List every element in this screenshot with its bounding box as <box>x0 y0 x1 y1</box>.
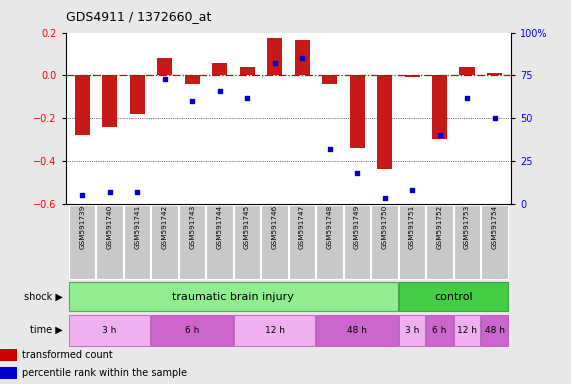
Bar <box>212 63 227 75</box>
Bar <box>69 315 150 346</box>
Bar <box>96 205 123 279</box>
Text: 48 h: 48 h <box>347 326 367 335</box>
Text: 6 h: 6 h <box>432 326 447 335</box>
Text: GSM591752: GSM591752 <box>437 205 443 249</box>
Bar <box>481 205 508 279</box>
Text: GSM591740: GSM591740 <box>107 205 112 249</box>
Bar <box>316 205 343 279</box>
Text: shock ▶: shock ▶ <box>24 291 63 302</box>
Bar <box>377 75 392 169</box>
Text: GSM591748: GSM591748 <box>327 205 332 249</box>
Point <box>380 195 389 202</box>
Bar <box>399 315 425 346</box>
Bar <box>454 315 480 346</box>
Text: percentile rank within the sample: percentile rank within the sample <box>22 368 187 378</box>
Bar <box>267 38 282 75</box>
Bar <box>184 75 200 84</box>
Bar <box>460 67 475 75</box>
Point <box>132 189 142 195</box>
Bar <box>432 75 447 139</box>
Bar <box>349 75 365 148</box>
Bar <box>316 315 398 346</box>
Bar <box>454 205 480 279</box>
Point <box>105 189 114 195</box>
Text: transformed count: transformed count <box>22 350 112 360</box>
Text: 12 h: 12 h <box>457 326 477 335</box>
Point <box>325 146 334 152</box>
Bar <box>427 315 453 346</box>
Bar <box>69 282 398 311</box>
Text: 48 h: 48 h <box>485 326 505 335</box>
Point <box>490 115 499 121</box>
Bar <box>207 205 233 279</box>
Text: control: control <box>434 291 473 302</box>
Bar <box>234 205 260 279</box>
Bar <box>371 205 398 279</box>
Point <box>352 170 361 176</box>
Bar <box>344 205 370 279</box>
Bar <box>69 205 95 279</box>
Bar <box>399 205 425 279</box>
Text: GSM591742: GSM591742 <box>162 205 168 249</box>
Bar <box>151 205 178 279</box>
Point <box>435 132 444 138</box>
Point <box>270 60 279 66</box>
Bar <box>295 40 309 75</box>
Text: 3 h: 3 h <box>102 326 117 335</box>
Bar <box>102 75 117 127</box>
Bar <box>289 205 315 279</box>
Text: GSM591747: GSM591747 <box>299 205 305 249</box>
Bar <box>157 58 172 75</box>
Point <box>78 192 87 198</box>
Text: GSM591754: GSM591754 <box>492 205 497 249</box>
Bar <box>130 75 144 114</box>
Text: GSM591741: GSM591741 <box>134 205 140 249</box>
Bar <box>75 75 90 135</box>
Bar <box>179 205 206 279</box>
Text: GSM591746: GSM591746 <box>272 205 278 249</box>
Point <box>463 94 472 101</box>
Bar <box>487 73 502 75</box>
Text: GSM591745: GSM591745 <box>244 205 250 249</box>
Bar <box>0 349 17 361</box>
Text: time ▶: time ▶ <box>30 325 63 335</box>
Bar <box>234 315 315 346</box>
Text: traumatic brain injury: traumatic brain injury <box>172 291 294 302</box>
Point <box>297 55 307 61</box>
Bar <box>399 282 508 311</box>
Bar <box>322 75 337 84</box>
Bar <box>404 75 420 78</box>
Bar <box>481 315 508 346</box>
Text: GSM591744: GSM591744 <box>216 205 223 249</box>
Point <box>160 76 169 82</box>
Point <box>215 88 224 94</box>
Bar <box>0 367 17 379</box>
Bar <box>262 205 288 279</box>
Point <box>243 94 252 101</box>
Bar <box>151 315 233 346</box>
Text: GSM591750: GSM591750 <box>381 205 388 249</box>
Bar <box>240 67 255 75</box>
Text: GSM591753: GSM591753 <box>464 205 470 249</box>
Text: GDS4911 / 1372660_at: GDS4911 / 1372660_at <box>66 10 211 23</box>
Bar <box>124 205 150 279</box>
Text: 12 h: 12 h <box>264 326 284 335</box>
Text: GSM591749: GSM591749 <box>354 205 360 249</box>
Text: 6 h: 6 h <box>185 326 199 335</box>
Point <box>187 98 196 104</box>
Text: GSM591743: GSM591743 <box>189 205 195 249</box>
Point <box>408 187 417 193</box>
Bar <box>427 205 453 279</box>
Text: GSM591751: GSM591751 <box>409 205 415 249</box>
Text: 3 h: 3 h <box>405 326 419 335</box>
Text: GSM591739: GSM591739 <box>79 205 85 249</box>
